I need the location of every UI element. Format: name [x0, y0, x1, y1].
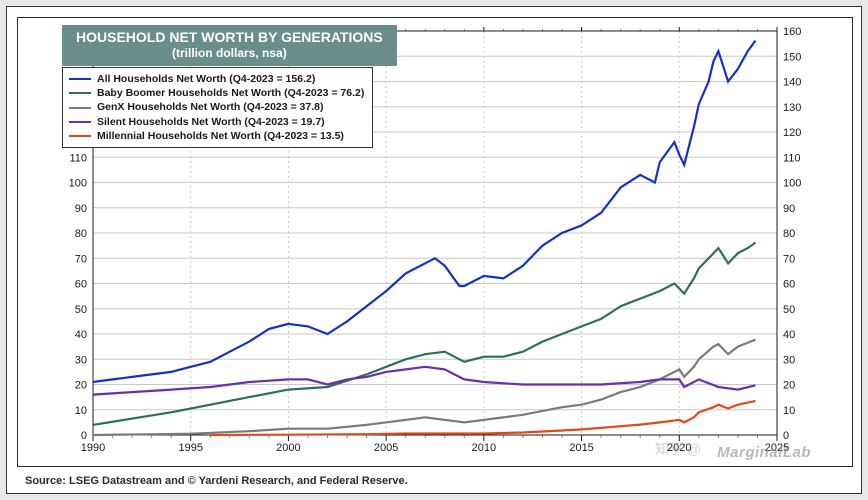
legend-item: Millennial Households Net Worth (Q4-2023…: [69, 129, 364, 143]
series-silent: [93, 367, 756, 395]
legend-swatch: [69, 121, 91, 123]
svg-text:10: 10: [75, 405, 87, 417]
legend-label: Baby Boomer Households Net Worth (Q4-202…: [97, 87, 364, 99]
legend-swatch: [69, 135, 91, 137]
legend-item: Baby Boomer Households Net Worth (Q4-202…: [69, 86, 364, 100]
svg-text:40: 40: [75, 329, 87, 341]
svg-text:20: 20: [75, 380, 87, 392]
legend-label: Silent Households Net Worth (Q4-2023 = 1…: [97, 116, 325, 128]
svg-text:110: 110: [783, 152, 801, 164]
svg-text:40: 40: [783, 329, 795, 341]
svg-text:80: 80: [75, 228, 87, 240]
svg-text:50: 50: [75, 304, 87, 316]
svg-text:0: 0: [783, 430, 789, 442]
chart-subtitle: (trillion dollars, nsa): [76, 46, 383, 60]
svg-text:30: 30: [783, 354, 795, 366]
svg-text:70: 70: [75, 253, 87, 265]
svg-text:90: 90: [783, 203, 795, 215]
svg-text:1990: 1990: [81, 442, 105, 454]
legend-item: GenX Households Net Worth (Q4-2023 = 37.…: [69, 100, 364, 114]
svg-text:2015: 2015: [569, 442, 593, 454]
series-millennial: [210, 401, 755, 435]
legend-label: All Households Net Worth (Q4-2023 = 156.…: [97, 73, 315, 85]
svg-text:70: 70: [783, 253, 795, 265]
watermark-zhihu: 知乎 @: [655, 439, 701, 459]
svg-text:30: 30: [75, 354, 87, 366]
legend-label: Millennial Households Net Worth (Q4-2023…: [97, 130, 344, 142]
chart-title: HOUSEHOLD NET WORTH BY GENERATIONS: [76, 29, 383, 46]
legend-item: Silent Households Net Worth (Q4-2023 = 1…: [69, 115, 364, 129]
svg-text:10: 10: [783, 405, 795, 417]
chart-frame: 0 0 10 10 20 20 30 30 40 40 50 50 60 60 70 70 80 80 90 90 10…: [6, 6, 862, 494]
svg-text:60: 60: [783, 279, 795, 291]
legend-item: All Households Net Worth (Q4-2023 = 156.…: [69, 72, 364, 86]
svg-text:2010: 2010: [472, 442, 496, 454]
svg-text:20: 20: [783, 380, 795, 392]
chart-title-box: HOUSEHOLD NET WORTH BY GENERATIONS (tril…: [62, 25, 397, 66]
svg-text:1995: 1995: [178, 442, 202, 454]
svg-text:100: 100: [783, 178, 801, 190]
svg-text:2000: 2000: [276, 442, 300, 454]
svg-text:60: 60: [75, 279, 87, 291]
legend-swatch: [69, 92, 91, 94]
watermark: MarginalLab: [717, 444, 811, 461]
svg-text:2005: 2005: [374, 442, 398, 454]
svg-text:130: 130: [783, 102, 801, 114]
legend-swatch: [69, 78, 91, 80]
legend-swatch: [69, 107, 91, 109]
svg-text:150: 150: [783, 51, 801, 63]
source-text: Source: LSEG Datastream and © Yardeni Re…: [25, 475, 408, 487]
svg-text:0: 0: [81, 430, 87, 442]
svg-text:110: 110: [69, 152, 87, 164]
legend-label: GenX Households Net Worth (Q4-2023 = 37.…: [97, 101, 324, 113]
svg-text:120: 120: [783, 127, 801, 139]
svg-text:100: 100: [69, 178, 87, 190]
svg-text:90: 90: [75, 203, 87, 215]
svg-text:80: 80: [783, 228, 795, 240]
svg-text:160: 160: [783, 27, 801, 38]
svg-text:50: 50: [783, 304, 795, 316]
svg-text:140: 140: [783, 77, 801, 89]
legend: All Households Net Worth (Q4-2023 = 156.…: [62, 67, 373, 148]
